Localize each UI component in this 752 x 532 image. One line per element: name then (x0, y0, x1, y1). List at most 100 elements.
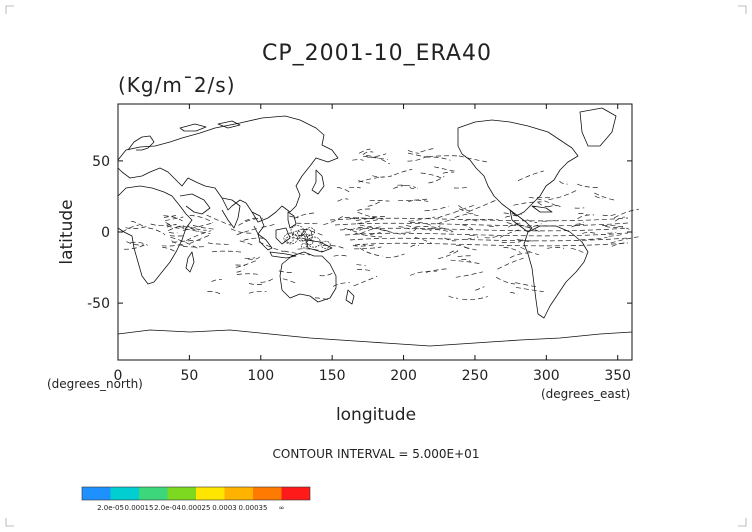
contour-segment (126, 241, 144, 246)
contour-cluster (305, 238, 314, 246)
contour-segment (166, 224, 177, 228)
y-axis-note: (degrees_north) (47, 377, 143, 391)
contour-segment (458, 208, 479, 217)
contour-interval-text: CONTOUR INTERVAL = 5.000E+01 (273, 447, 480, 461)
arctic-island-2 (217, 120, 241, 129)
contour-segment (352, 159, 364, 161)
contour-segment (468, 200, 496, 213)
contour-segment (379, 229, 406, 236)
units-label: (Kg/m¯2/s) (118, 73, 236, 97)
contour-segment (192, 225, 215, 230)
contour-segment (519, 224, 542, 233)
chart-title: CP_2001-10_ERA40 (262, 41, 492, 66)
contour-segment (548, 190, 577, 200)
contour-cluster (296, 229, 306, 236)
contour-segment (278, 270, 294, 273)
contour-segment (444, 237, 457, 242)
arctic-island-1 (179, 123, 207, 132)
x-tick-label: 150 (319, 368, 346, 384)
contour-segment (211, 279, 222, 283)
contour-segment (352, 244, 374, 247)
colorbar-swatch (224, 487, 253, 500)
contour-segment (349, 186, 361, 189)
contour-segment (178, 225, 190, 228)
arabia-coastline (179, 193, 211, 215)
x-tick-label: 100 (247, 368, 274, 384)
contour-segment (359, 224, 389, 232)
contour-segment (289, 215, 299, 219)
contour-segment (356, 264, 366, 267)
x-tick-label: 200 (390, 368, 417, 384)
contour-segment (125, 226, 147, 229)
contour-segment (362, 151, 374, 155)
x-axis-label: longitude (336, 405, 416, 425)
contour-segment (614, 216, 626, 222)
contour-segment (410, 244, 419, 248)
contour-segment (580, 236, 608, 240)
contour-segment (359, 225, 376, 231)
contour-segment (337, 187, 351, 193)
x-tick-label: 50 (180, 368, 198, 384)
contour-segment (293, 212, 317, 220)
contour-segment (577, 214, 595, 219)
contour-segment (438, 249, 461, 259)
contour-segment (559, 180, 568, 185)
contour-cluster (304, 227, 316, 236)
contour-segment (501, 241, 521, 244)
contour-segment (509, 252, 530, 259)
contour-segment (314, 297, 332, 301)
scandinavia-coastline (127, 135, 155, 151)
contour-segment (537, 201, 550, 207)
contour-segment (260, 277, 274, 283)
contour-segment (359, 247, 383, 257)
contour-segment (283, 250, 310, 256)
crop-marks (5, 5, 747, 527)
contour-segment (397, 184, 416, 188)
north-america-coastline (457, 119, 579, 217)
contour-streak (334, 222, 629, 227)
colorbar-swatch (196, 487, 225, 500)
madagascar (185, 251, 195, 273)
contour-segment (409, 186, 418, 190)
contour-segment (513, 201, 542, 206)
contour-segment (248, 291, 267, 294)
contour-segment (406, 224, 432, 231)
australia-coastline (279, 251, 337, 303)
colorbar-border (81, 486, 311, 501)
contour-segment (168, 231, 178, 234)
contour-segment (504, 214, 522, 218)
contour-segment (602, 225, 630, 230)
contour-segment (150, 223, 170, 226)
contour-segment (408, 152, 427, 158)
contour-segment (243, 237, 266, 241)
contour-segment (163, 215, 176, 218)
contour-segment (367, 200, 383, 207)
contour-segment (575, 221, 584, 225)
contour-segment (163, 215, 183, 222)
contour-segment (436, 218, 455, 225)
contour-segment (372, 175, 393, 178)
contour-segment (458, 155, 487, 163)
contour-segment (367, 153, 387, 158)
contour-segment (466, 237, 476, 241)
contour-segment (425, 268, 450, 273)
central-america (509, 209, 533, 233)
contour-segment (121, 224, 139, 233)
contour-segment (547, 247, 565, 249)
contour-segment (357, 218, 382, 225)
contour-segment (448, 295, 459, 299)
contour-segment (528, 196, 557, 207)
contour-segment (517, 170, 544, 182)
contour-segment (244, 217, 256, 222)
contour-segment (607, 231, 617, 234)
contour-segment (207, 242, 229, 245)
y-tick-label: 0 (101, 225, 110, 241)
contour-segment (360, 226, 383, 235)
contour-segment (365, 155, 390, 165)
contour-segment (349, 217, 360, 219)
contour-segment (497, 257, 524, 270)
contour-segment (357, 211, 384, 220)
contour-segment (332, 282, 350, 287)
contour-segment (526, 219, 538, 223)
